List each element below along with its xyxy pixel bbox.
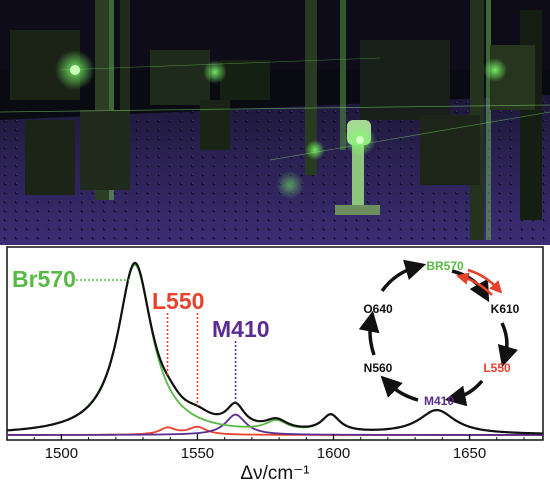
cycle-arrow-o-br bbox=[380, 259, 427, 293]
cycle-state-l550: L550 bbox=[483, 361, 511, 375]
m410-label: M410 bbox=[212, 316, 270, 342]
cycle-state-k610: K610 bbox=[491, 302, 520, 316]
cycle-arrow-m-n bbox=[380, 375, 419, 402]
cycle-state-br570: BR570 bbox=[426, 259, 464, 273]
chart-marks bbox=[6, 261, 544, 436]
x-tick-label: 1500 bbox=[45, 445, 78, 462]
x-axis-label: Δν/cm⁻¹ bbox=[240, 463, 309, 484]
x-tick-label: 1650 bbox=[453, 445, 486, 462]
plot-frame bbox=[6, 246, 544, 441]
x-tick-label: 1550 bbox=[181, 445, 214, 462]
series-line-m410 bbox=[7, 413, 543, 436]
cycle-state-m410: M410 bbox=[424, 394, 454, 408]
br570-label: Br570 bbox=[12, 266, 76, 292]
photocycle-diagram: BR570 K610 L550 M410 N560 O640 bbox=[358, 259, 520, 408]
red-light-arrow-forward bbox=[467, 268, 503, 294]
cycle-arrow-n-o bbox=[358, 310, 380, 356]
cycle-state-o640: O640 bbox=[363, 302, 393, 316]
x-axis-ticks: 1500 1550 1600 1650 bbox=[33, 434, 525, 462]
cycle-arrow-k-l bbox=[497, 322, 519, 368]
l550-label: L550 bbox=[152, 288, 204, 314]
cycle-state-n560: N560 bbox=[364, 361, 393, 375]
red-light-arrow-back bbox=[455, 272, 493, 296]
series-line-measured bbox=[6, 261, 544, 435]
laser-setup-photo bbox=[0, 0, 550, 245]
x-tick-label: 1600 bbox=[317, 445, 350, 462]
cycle-arrow-l-m bbox=[444, 379, 484, 407]
raman-spectrum-chart: 1500 1550 1600 1650 Br570 L550 M410 BR570 K… bbox=[6, 246, 544, 484]
